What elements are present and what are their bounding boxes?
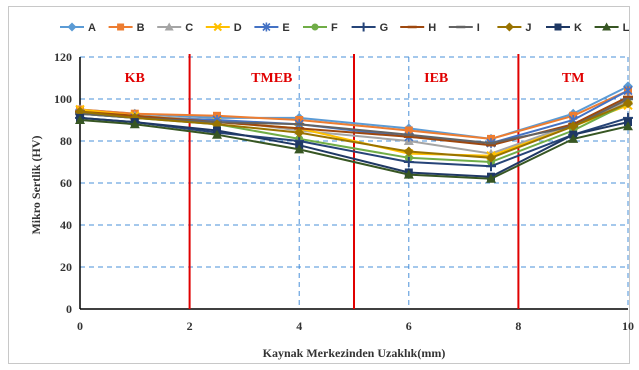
y-tick-label: 80: [60, 134, 72, 148]
x-axis-title: Kaynak Merkezinden Uzaklık(mm): [263, 346, 446, 360]
data-point: [568, 121, 579, 132]
legend-marker: [311, 23, 319, 31]
legend-marker: [602, 22, 612, 31]
legend-item-h: H: [400, 22, 436, 34]
x-tick-label: 6: [406, 319, 412, 333]
x-tick-label: 2: [187, 319, 193, 333]
series-l: [75, 115, 633, 183]
series-line: [79, 102, 629, 159]
data-point: [403, 169, 414, 179]
legend-marker: [504, 22, 514, 32]
y-tick-label: 20: [60, 260, 72, 274]
legend-item-l: L: [594, 22, 630, 34]
data-point: [568, 133, 579, 143]
data-point: [404, 126, 413, 135]
legend-marker: [262, 22, 271, 32]
legend-label: I: [477, 22, 480, 34]
data-point: [486, 152, 496, 163]
legend-label: L: [623, 22, 630, 34]
series-line: [79, 116, 629, 178]
data-point: [129, 119, 140, 129]
data-point: [623, 85, 633, 96]
legend-item-i: I: [448, 22, 480, 34]
data-point: [294, 144, 305, 154]
region-label: TM: [562, 71, 585, 86]
legend-label: G: [380, 22, 389, 34]
region-label: IEB: [424, 71, 448, 86]
y-tick-label: 0: [66, 302, 72, 316]
legend-label: K: [574, 22, 582, 34]
legend-item-d: D: [205, 22, 242, 34]
legend-item-k: K: [546, 22, 582, 34]
legend-item-g: G: [351, 22, 389, 34]
region-label: KB: [125, 71, 145, 86]
legend-label: A: [88, 22, 96, 34]
legend-marker: [164, 22, 174, 31]
legend-item-f: F: [303, 22, 338, 34]
chart-frame: [8, 6, 630, 364]
legend-item-c: C: [157, 22, 193, 34]
y-tick-label: 60: [60, 176, 72, 190]
legend: A B C D E F G H I J K L: [60, 22, 630, 34]
data-point: [212, 129, 222, 139]
y-tick-label: 40: [60, 218, 72, 232]
legend-label: F: [331, 22, 338, 34]
series-line: [79, 119, 629, 180]
data-point: [403, 157, 414, 167]
legend-item-e: E: [254, 22, 290, 34]
legend-marker: [359, 22, 369, 32]
legend-marker: [117, 23, 125, 31]
legend-label: J: [525, 22, 531, 34]
legend-item-j: J: [497, 22, 532, 34]
legend-marker: [67, 22, 77, 32]
legend-label: H: [428, 22, 436, 34]
series-line: [79, 96, 629, 147]
y-axis-title: Mikro Sertlik (HV): [29, 135, 43, 234]
region-label: TMEB: [251, 71, 292, 86]
data-point: [486, 161, 496, 172]
axes: 0 20 40 60 80 100 120 0 2 4 6 8 10: [54, 50, 634, 333]
data-point: [623, 121, 633, 131]
legend-label: D: [234, 22, 242, 34]
x-tick-label: 4: [296, 319, 302, 333]
legend-marker: [213, 22, 223, 32]
legend-label: E: [282, 22, 289, 34]
x-tick-label: 10: [622, 319, 634, 333]
series-lines: [75, 81, 633, 183]
data-point: [486, 173, 496, 183]
legend-marker: [554, 23, 562, 31]
legend-item-a: A: [60, 22, 96, 34]
region-boundaries: KB TMEB IEB TM: [125, 54, 585, 309]
data-point: [294, 127, 305, 138]
legend-label: C: [185, 22, 193, 34]
series-line: [79, 89, 629, 140]
x-tick-label: 8: [515, 319, 521, 333]
y-tick-label: 120: [54, 50, 72, 64]
data-point: [623, 98, 633, 109]
y-tick-label: 100: [54, 92, 72, 106]
x-tick-label: 0: [77, 319, 83, 333]
legend-item-b: B: [108, 22, 145, 34]
legend-label: B: [137, 22, 145, 34]
data-point: [403, 146, 414, 157]
data-point: [75, 115, 85, 124]
